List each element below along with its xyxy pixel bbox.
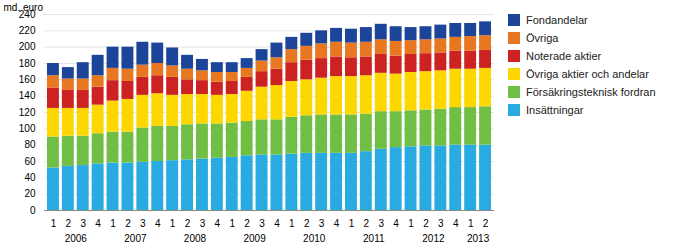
svg-text:2: 2 <box>483 218 489 229</box>
svg-text:120: 120 <box>19 107 36 118</box>
svg-text:60: 60 <box>24 156 36 167</box>
svg-text:1: 1 <box>110 218 116 229</box>
svg-text:2: 2 <box>185 218 191 229</box>
svg-text:4: 4 <box>334 218 340 229</box>
svg-text:0: 0 <box>30 205 36 216</box>
svg-text:40: 40 <box>24 172 36 183</box>
svg-text:2: 2 <box>125 218 131 229</box>
svg-text:4: 4 <box>453 218 459 229</box>
svg-text:2: 2 <box>304 218 310 229</box>
svg-text:4: 4 <box>215 218 221 229</box>
svg-text:3: 3 <box>378 218 384 229</box>
svg-text:3: 3 <box>200 218 206 229</box>
html-text:Noterade aktier: Noterade aktier <box>526 50 602 62</box>
svg-text:2008: 2008 <box>184 233 207 244</box>
svg-text:2006: 2006 <box>65 233 88 244</box>
svg-text:4: 4 <box>155 218 161 229</box>
svg-text:3: 3 <box>319 218 325 229</box>
svg-text:80: 80 <box>24 139 36 150</box>
svg-text:1: 1 <box>170 218 176 229</box>
svg-text:180: 180 <box>19 58 36 69</box>
svg-text:2: 2 <box>244 218 250 229</box>
html-text:Försäkringsteknisk fordran: Försäkringsteknisk fordran <box>526 86 656 98</box>
svg-text:2012: 2012 <box>422 233 445 244</box>
svg-text:160: 160 <box>19 74 36 85</box>
svg-text:2: 2 <box>423 218 429 229</box>
svg-text:200: 200 <box>19 41 36 52</box>
svg-text:2: 2 <box>364 218 370 229</box>
svg-text:2009: 2009 <box>243 233 266 244</box>
svg-text:4: 4 <box>274 218 280 229</box>
svg-text:1: 1 <box>289 218 295 229</box>
svg-text:3: 3 <box>438 218 444 229</box>
svg-text:2007: 2007 <box>124 233 147 244</box>
svg-text:2013: 2013 <box>467 233 490 244</box>
svg-text:140: 140 <box>19 90 36 101</box>
svg-text:220: 220 <box>19 25 36 36</box>
svg-text:2010: 2010 <box>303 233 326 244</box>
svg-text:3: 3 <box>80 218 86 229</box>
svg-text:20: 20 <box>24 188 36 199</box>
svg-text:3: 3 <box>140 218 146 229</box>
svg-text:240: 240 <box>18 8 36 20</box>
svg-text:md. euro: md. euro <box>4 2 44 13</box>
svg-text:1: 1 <box>468 218 474 229</box>
svg-text:1: 1 <box>229 218 235 229</box>
svg-text:4: 4 <box>95 218 101 229</box>
svg-text:100: 100 <box>19 123 36 134</box>
svg-text:1: 1 <box>349 218 355 229</box>
svg-text:3: 3 <box>259 218 265 229</box>
html-text:Övriga: Övriga <box>526 32 559 44</box>
svg-text:2011: 2011 <box>363 233 385 244</box>
html-text:Övriga aktier och andelar: Övriga aktier och andelar <box>526 68 649 80</box>
html-text:Fondandelar: Fondandelar <box>526 14 588 26</box>
html-text:Insättningar: Insättningar <box>526 104 584 116</box>
svg-text:2: 2 <box>66 218 72 229</box>
svg-text:4: 4 <box>393 218 399 229</box>
svg-text:1: 1 <box>51 218 57 229</box>
svg-text:1: 1 <box>408 218 414 229</box>
